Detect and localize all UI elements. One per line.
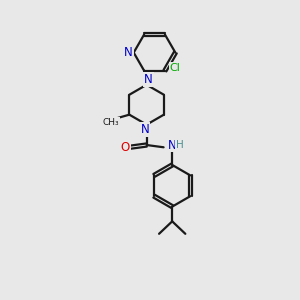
- Text: N: N: [168, 139, 177, 152]
- Text: CH₃: CH₃: [103, 118, 119, 127]
- Text: N: N: [124, 46, 133, 59]
- Text: N: N: [140, 123, 149, 136]
- Text: O: O: [121, 141, 130, 154]
- Text: Cl: Cl: [170, 63, 181, 74]
- Text: N: N: [144, 73, 153, 86]
- Text: H: H: [176, 140, 184, 150]
